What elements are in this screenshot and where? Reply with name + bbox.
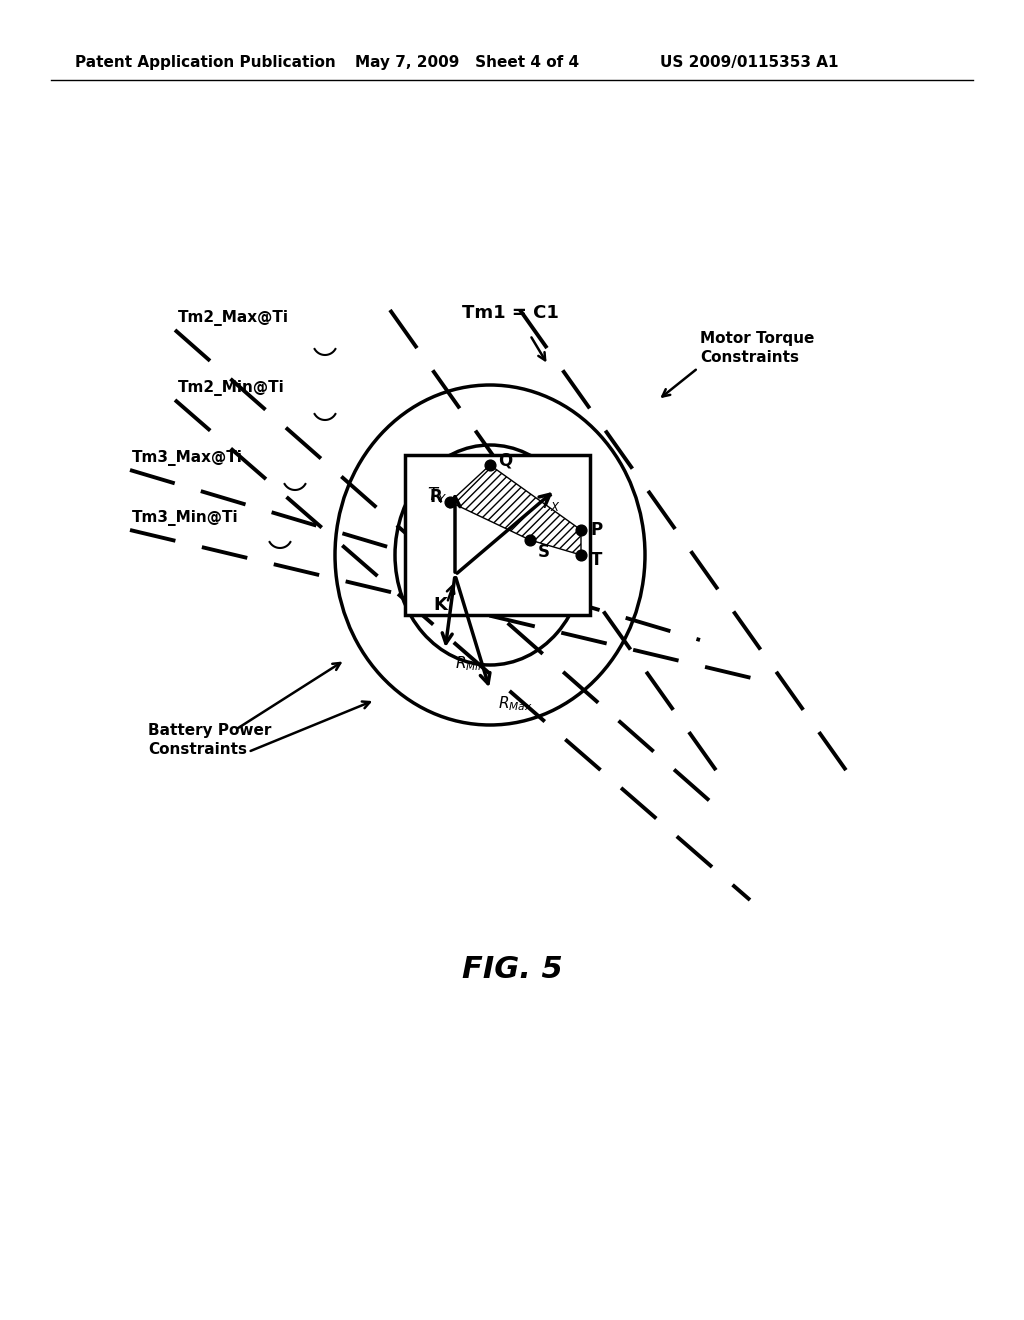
Text: Motor Torque
Constraints: Motor Torque Constraints (700, 330, 814, 366)
Text: K: K (433, 597, 446, 614)
Point (441, 491, 458, 512)
Text: $T_Y$: $T_Y$ (427, 484, 447, 506)
Point (572, 544, 589, 565)
Text: P: P (591, 521, 603, 539)
Text: $R_{Max}$: $R_{Max}$ (498, 694, 532, 713)
Text: Q: Q (498, 451, 512, 469)
Text: S: S (538, 543, 550, 561)
Text: T: T (591, 550, 602, 569)
Text: $T_X$: $T_X$ (540, 492, 560, 513)
Text: FIG. 5: FIG. 5 (462, 956, 562, 985)
Text: US 2009/0115353 A1: US 2009/0115353 A1 (660, 54, 839, 70)
Text: Patent Application Publication: Patent Application Publication (75, 54, 336, 70)
Text: May 7, 2009   Sheet 4 of 4: May 7, 2009 Sheet 4 of 4 (355, 54, 580, 70)
Point (572, 520, 589, 541)
Point (482, 454, 499, 475)
Text: Tm2_Max@Ti: Tm2_Max@Ti (178, 310, 289, 326)
Text: Tm2_Min@Ti: Tm2_Min@Ti (178, 380, 285, 396)
Polygon shape (450, 465, 581, 554)
Text: $R_{Min}$: $R_{Min}$ (455, 653, 485, 673)
Text: Tm3_Max@Ti: Tm3_Max@Ti (132, 450, 243, 466)
Text: Battery Power
Constraints: Battery Power Constraints (148, 722, 271, 758)
Text: Tm3_Min@Ti: Tm3_Min@Ti (132, 510, 239, 525)
Bar (406, 455, 590, 615)
Text: R: R (429, 488, 442, 506)
Point (522, 529, 539, 550)
Text: Tm1 = C1: Tm1 = C1 (462, 304, 558, 322)
